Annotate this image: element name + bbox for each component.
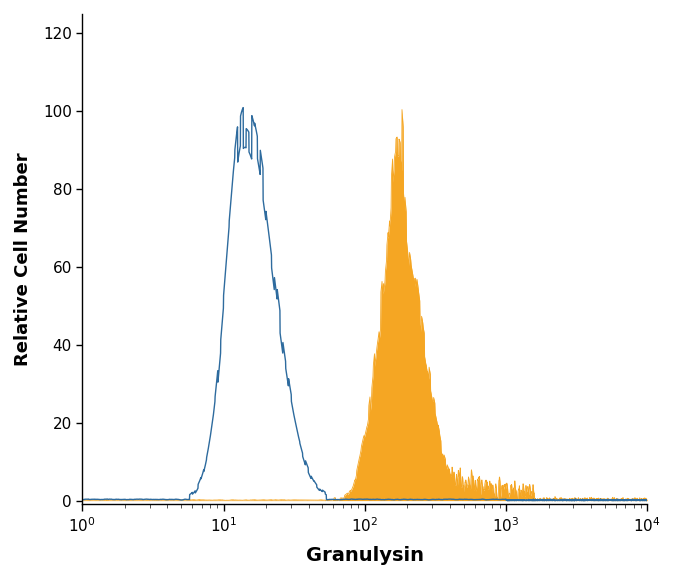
Y-axis label: Relative Cell Number: Relative Cell Number — [14, 152, 32, 366]
X-axis label: Granulysin: Granulysin — [306, 546, 424, 565]
